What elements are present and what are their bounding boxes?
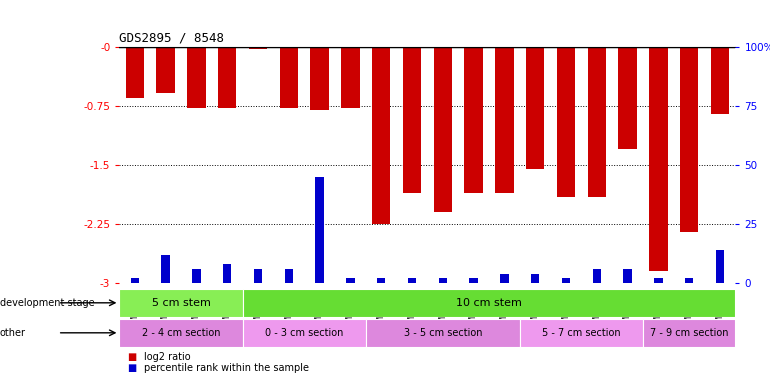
Bar xyxy=(403,47,421,193)
Bar xyxy=(520,319,643,347)
Bar xyxy=(618,47,637,149)
Bar xyxy=(643,319,735,347)
Text: 3 - 5 cm section: 3 - 5 cm section xyxy=(403,328,482,338)
Bar xyxy=(131,278,139,283)
Bar xyxy=(346,278,354,283)
Bar xyxy=(593,269,601,283)
Bar xyxy=(377,278,385,283)
Bar xyxy=(249,47,267,49)
Bar xyxy=(366,319,520,347)
Text: GDS2895 / 8548: GDS2895 / 8548 xyxy=(119,32,224,44)
Bar xyxy=(649,47,668,272)
Text: 5 - 7 cm section: 5 - 7 cm section xyxy=(542,328,621,338)
Bar xyxy=(531,274,539,283)
Text: percentile rank within the sample: percentile rank within the sample xyxy=(144,363,309,373)
Text: 7 - 9 cm section: 7 - 9 cm section xyxy=(650,328,728,338)
Bar xyxy=(218,47,236,108)
Bar xyxy=(439,278,447,283)
Bar xyxy=(223,264,231,283)
Bar xyxy=(526,47,544,169)
Bar xyxy=(716,250,724,283)
Bar xyxy=(654,278,662,283)
Bar xyxy=(316,177,323,283)
Text: other: other xyxy=(0,328,26,338)
Bar xyxy=(500,274,508,283)
Bar xyxy=(341,47,360,108)
Text: ■: ■ xyxy=(127,352,136,362)
Bar xyxy=(243,319,366,347)
Bar xyxy=(495,47,514,193)
Bar xyxy=(711,47,729,114)
Bar xyxy=(588,47,606,196)
Bar xyxy=(119,289,243,317)
Bar xyxy=(434,47,452,212)
Bar xyxy=(310,47,329,110)
Bar xyxy=(126,47,144,98)
Text: development stage: development stage xyxy=(0,298,95,308)
Text: 10 cm stem: 10 cm stem xyxy=(456,298,522,308)
Text: 5 cm stem: 5 cm stem xyxy=(152,298,210,308)
Bar xyxy=(192,269,200,283)
Bar xyxy=(162,255,169,283)
Bar xyxy=(470,278,477,283)
Bar xyxy=(119,319,243,347)
Text: 2 - 4 cm section: 2 - 4 cm section xyxy=(142,328,220,338)
Bar xyxy=(254,269,262,283)
Bar xyxy=(187,47,206,108)
Bar xyxy=(557,47,575,196)
Text: ■: ■ xyxy=(127,363,136,373)
Bar xyxy=(464,47,483,193)
Bar xyxy=(372,47,390,224)
Text: log2 ratio: log2 ratio xyxy=(144,352,191,362)
Bar xyxy=(285,269,293,283)
Bar xyxy=(408,278,416,283)
Bar xyxy=(562,278,570,283)
Text: 0 - 3 cm section: 0 - 3 cm section xyxy=(265,328,343,338)
Bar xyxy=(156,47,175,93)
Bar xyxy=(280,47,298,108)
Bar xyxy=(624,269,631,283)
Bar xyxy=(685,278,693,283)
Bar xyxy=(680,47,698,232)
Bar xyxy=(243,289,735,317)
